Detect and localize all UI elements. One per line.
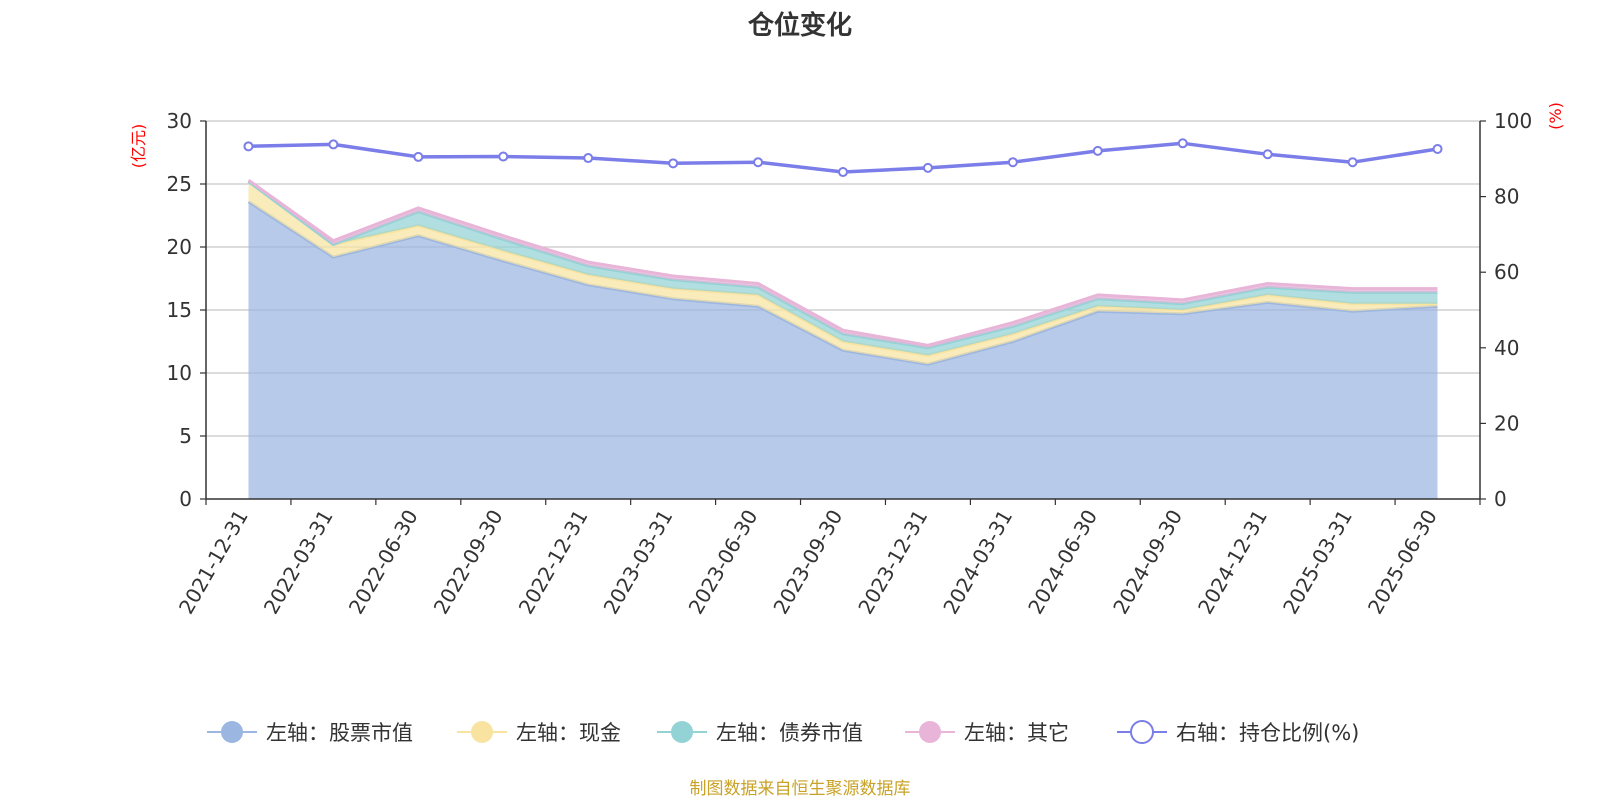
- left-axis-tick-label: 25: [167, 172, 192, 196]
- legend-label: 左轴：债券市值: [716, 721, 863, 745]
- legend-item[interactable]: 左轴：股票市值: [207, 721, 413, 745]
- legend-item[interactable]: 左轴：现金: [457, 721, 621, 745]
- legend-item[interactable]: 右轴：持仓比例(%): [1117, 720, 1359, 745]
- x-axis-tick-label: 2024-06-30: [1023, 506, 1102, 619]
- left-axis-unit-label: (亿元): [129, 124, 148, 169]
- left-axis-tick-label: 30: [167, 109, 192, 133]
- holding-ratio-point: [1092, 145, 1103, 156]
- legend-marker-icon: [221, 721, 243, 743]
- x-axis-tick-label: 2022-12-31: [514, 506, 593, 619]
- area-edge-左轴：其它: [247, 178, 1438, 347]
- holding-ratio-line: [243, 138, 1443, 178]
- legend-label: 左轴：股票市值: [266, 721, 413, 745]
- holding-ratio-point: [1177, 138, 1188, 149]
- legend-marker-icon: [471, 721, 493, 743]
- legend-label: 左轴：现金: [516, 721, 621, 745]
- left-axis-tick-label: 5: [179, 424, 192, 448]
- holding-ratio-point: [1007, 157, 1018, 168]
- holding-ratio-point: [668, 158, 679, 169]
- stacked-areas: [247, 178, 1438, 499]
- legend-label: 右轴：持仓比例(%): [1176, 721, 1359, 745]
- x-axis-tick-label: 2022-06-30: [344, 506, 423, 619]
- x-axis-tick-label: 2023-09-30: [768, 506, 847, 619]
- right-axis-tick-label: 40: [1494, 336, 1519, 360]
- x-axis-tick-label: 2025-03-31: [1278, 506, 1357, 619]
- legend-marker-icon: [919, 721, 941, 743]
- right-axis-tick-label: 60: [1494, 260, 1519, 284]
- left-axis-tick-label: 10: [167, 361, 192, 385]
- holding-ratio-point: [583, 153, 594, 164]
- x-axis-tick-label: 2025-06-30: [1363, 506, 1442, 619]
- x-axis-tick-label: 2023-06-30: [683, 506, 762, 619]
- right-axis-unit-label: (%): [1546, 102, 1565, 130]
- legend-marker-icon: [1130, 720, 1154, 744]
- legend-item[interactable]: 左轴：其它: [905, 721, 1069, 745]
- holding-ratio-point: [922, 162, 933, 173]
- left-axis-tick-label: 20: [167, 235, 192, 259]
- right-axis-tick-label: 20: [1494, 411, 1519, 435]
- x-axis-tick-label: 2023-03-31: [599, 506, 678, 619]
- holding-ratio-point: [328, 139, 339, 150]
- left-axis-tick-label: 0: [179, 487, 192, 511]
- left-axis-tick-label: 15: [167, 298, 192, 322]
- legend-item[interactable]: 左轴：债券市值: [657, 721, 863, 745]
- x-axis-tick-label: 2024-09-30: [1108, 506, 1187, 619]
- holding-ratio-point: [1347, 157, 1358, 168]
- x-axis-tick-label: 2024-12-31: [1193, 506, 1272, 619]
- right-axis-tick-label: 80: [1494, 185, 1519, 209]
- x-axis-tick-label: 2022-09-30: [429, 506, 508, 619]
- chart-title: 仓位变化: [747, 10, 852, 41]
- holding-ratio-point: [243, 141, 254, 152]
- holding-ratio-point: [838, 167, 848, 178]
- x-axis-tick-label: 2024-03-31: [938, 506, 1017, 619]
- holding-ratio-point: [1262, 149, 1273, 160]
- x-axis-tick-label: 2023-12-31: [853, 506, 932, 619]
- legend-marker-icon: [671, 721, 693, 743]
- legend: 左轴：股票市值 左轴：现金 左轴：债券市值 左轴：其它 右轴：持仓比例(%): [207, 720, 1359, 745]
- x-axis-tick-label: 2021-12-31: [174, 506, 253, 619]
- holding-ratio-point: [413, 151, 424, 162]
- right-axis-tick-label: 100: [1494, 109, 1532, 133]
- holding-ratio-point: [753, 157, 764, 168]
- legend-label: 左轴：其它: [964, 721, 1069, 745]
- data-source-note: 制图数据来自恒生聚源数据库: [690, 779, 911, 799]
- x-axis-tick-label: 2022-03-31: [259, 506, 338, 619]
- holding-ratio-point: [1432, 143, 1443, 154]
- holding-ratio-point: [498, 151, 509, 162]
- right-axis-tick-label: 0: [1494, 487, 1507, 511]
